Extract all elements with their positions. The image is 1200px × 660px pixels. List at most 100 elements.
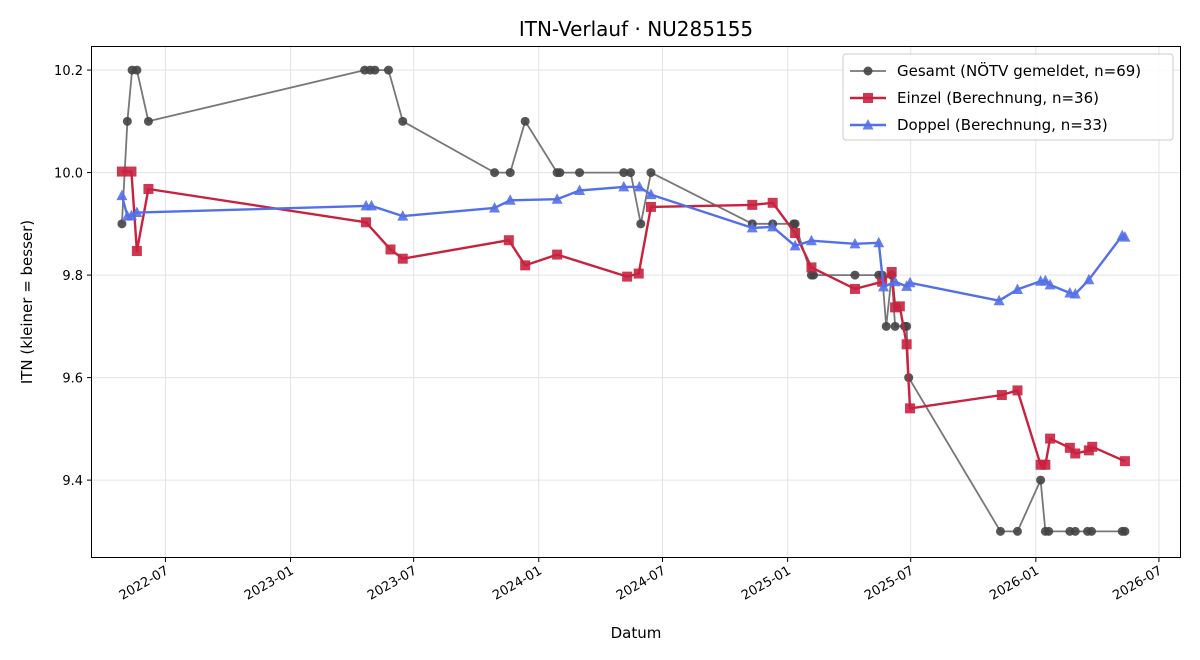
legend: Gesamt (NÖTV gemeldet, n=69) Einzel (Bere…: [842, 53, 1174, 141]
data-point: [790, 228, 801, 239]
data-point: [618, 180, 630, 192]
legend-marker: [863, 93, 873, 103]
data-point: [881, 321, 891, 331]
x-axis-label: Datum: [611, 624, 662, 642]
data-point: [894, 301, 905, 312]
data-point: [574, 184, 586, 196]
data-point: [503, 235, 514, 246]
data-point: [1070, 448, 1081, 459]
data-point: [397, 210, 409, 221]
data-point: [122, 116, 132, 126]
data-point: [555, 168, 565, 178]
data-point: [1120, 526, 1130, 536]
data-point: [633, 180, 645, 192]
data-point: [1036, 475, 1046, 485]
series-1: [117, 65, 1130, 536]
data-point: [490, 168, 500, 178]
data-point: [116, 189, 128, 201]
data-point: [1070, 526, 1080, 536]
data-point: [1119, 456, 1130, 467]
legend-label: Einzel (Berechnung, n=36): [897, 89, 1099, 107]
legend-marker: [863, 66, 873, 76]
data-point: [806, 262, 817, 273]
data-point: [132, 65, 142, 75]
data-point: [767, 197, 778, 208]
data-point: [622, 271, 633, 282]
data-point: [746, 221, 758, 233]
data-point: [886, 267, 897, 278]
data-point: [1064, 442, 1075, 453]
data-point: [361, 217, 372, 228]
data-point: [995, 526, 1005, 536]
y-tick-label: 10.0: [54, 167, 83, 182]
data-point: [383, 65, 393, 75]
data-point: [789, 239, 801, 251]
data-point: [1083, 273, 1095, 285]
data-point: [633, 268, 644, 279]
data-point: [126, 166, 137, 177]
data-point: [849, 237, 861, 249]
data-point: [645, 201, 656, 212]
legend-label: Doppel (Berechnung, n=33): [897, 116, 1108, 134]
legend-entry: Einzel (Berechnung, n=36): [850, 89, 1099, 107]
y-tick-label: 9.6: [62, 372, 83, 387]
data-point: [117, 219, 127, 229]
data-point: [1087, 526, 1097, 536]
data-point: [143, 183, 154, 194]
data-point: [1087, 441, 1098, 452]
series-line: [121, 170, 1126, 466]
series-2: [116, 166, 1130, 470]
data-point: [1040, 459, 1051, 470]
data-point: [850, 270, 860, 280]
legend-marker: [862, 119, 874, 130]
data-point: [1012, 385, 1023, 396]
data-point: [849, 283, 860, 294]
y-tick-label: 10.2: [54, 64, 83, 79]
data-point: [636, 219, 646, 229]
legend-entry: Doppel (Berechnung, n=33): [850, 116, 1108, 134]
data-point: [1045, 433, 1056, 444]
data-point: [1012, 526, 1022, 536]
data-point: [125, 209, 137, 221]
data-point: [365, 199, 377, 211]
data-point: [116, 166, 127, 177]
data-point: [996, 390, 1007, 401]
y-axis-ticks: 9.4 9.6 9.8 10.0 10.2: [54, 64, 92, 489]
data-point: [1119, 231, 1131, 242]
plot-frame: [91, 46, 1181, 558]
data-point: [397, 253, 408, 264]
data-point: [504, 194, 516, 205]
data-point: [398, 116, 408, 126]
data-point: [646, 168, 656, 178]
chart-title: ITN-Verlauf · NU285155: [519, 17, 753, 41]
data-point: [1069, 288, 1081, 299]
legend-box: [842, 53, 1174, 141]
data-point: [575, 168, 585, 178]
data-point: [1011, 283, 1023, 294]
data-point: [993, 294, 1005, 306]
data-point: [805, 234, 817, 246]
data-point: [889, 275, 901, 287]
data-point: [131, 206, 143, 218]
data-point: [520, 116, 530, 126]
data-point: [1044, 278, 1056, 290]
data-point: [626, 168, 636, 178]
data-point: [489, 201, 501, 213]
data-point: [905, 403, 916, 414]
data-point: [551, 193, 563, 204]
data-point: [747, 199, 758, 210]
series-3: [116, 180, 1131, 306]
legend-entry: Gesamt (NÖTV gemeldet, n=69): [850, 61, 1141, 80]
data-point: [520, 260, 531, 271]
data-point: [131, 246, 142, 256]
series-layer: [116, 65, 1131, 536]
data-point: [873, 236, 885, 248]
data-point: [901, 339, 912, 350]
data-point: [645, 188, 657, 200]
data-point: [619, 168, 629, 178]
data-point: [385, 244, 396, 255]
data-point: [790, 219, 800, 229]
data-point: [1044, 526, 1054, 536]
y-axis-label: ITN (kleiner = besser): [18, 220, 36, 384]
